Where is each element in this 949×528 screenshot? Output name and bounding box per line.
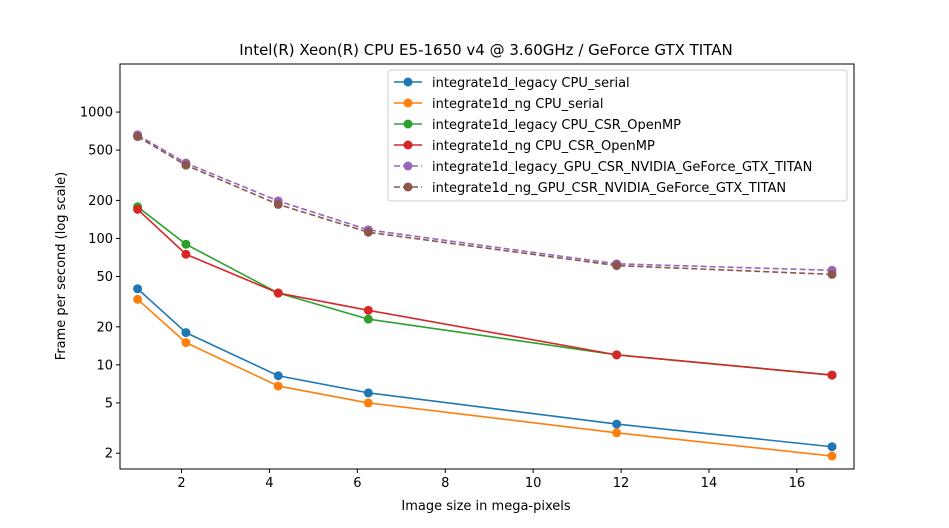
series-line xyxy=(138,289,832,447)
legend-label: integrate1d_legacy CPU_CSR_OpenMP xyxy=(432,118,681,133)
y-tick-label: 2 xyxy=(105,447,113,462)
series-line xyxy=(138,209,832,375)
data-point xyxy=(274,200,283,209)
legend-item: integrate1d_ng CPU_CSR_OpenMP xyxy=(394,139,655,154)
legend-swatch-marker xyxy=(404,141,413,150)
data-point xyxy=(612,428,621,437)
legend-item: integrate1d_legacy_GPU_CSR_NVIDIA_GeForc… xyxy=(394,160,812,175)
data-point xyxy=(274,382,283,391)
legend-label: integrate1d_ng CPU_serial xyxy=(432,97,604,112)
data-point xyxy=(612,350,621,359)
legend-label: integrate1d_ng CPU_CSR_OpenMP xyxy=(432,139,655,154)
series-line xyxy=(138,299,832,456)
legend-swatch-marker xyxy=(404,162,413,171)
series-line xyxy=(138,207,832,375)
data-point xyxy=(828,270,837,279)
data-point xyxy=(274,289,283,298)
chart-title: Intel(R) Xeon(R) CPU E5-1650 v4 @ 3.60GH… xyxy=(239,41,732,59)
data-point xyxy=(133,205,142,214)
legend-label: integrate1d_legacy CPU_serial xyxy=(432,76,630,91)
x-tick-label: 12 xyxy=(613,476,630,491)
legend-label: integrate1d_legacy_GPU_CSR_NVIDIA_GeForc… xyxy=(432,160,812,175)
data-point xyxy=(274,371,283,380)
x-tick-label: 6 xyxy=(353,476,361,491)
data-point xyxy=(133,295,142,304)
legend-label: integrate1d_ng_GPU_CSR_NVIDIA_GeForce_GT… xyxy=(432,181,786,196)
data-point xyxy=(181,161,190,170)
data-point xyxy=(828,371,837,380)
data-point xyxy=(828,452,837,461)
x-tick-label: 8 xyxy=(441,476,449,491)
x-tick-label: 16 xyxy=(789,476,806,491)
y-axis: 2 5 10 20 50 100 200 500 1000 xyxy=(80,106,120,462)
x-tick-label: 14 xyxy=(701,476,718,491)
y-tick-label: 20 xyxy=(96,320,113,335)
data-point xyxy=(133,284,142,293)
y-tick-label: 500 xyxy=(88,144,113,159)
data-point xyxy=(612,420,621,429)
data-point xyxy=(181,328,190,337)
x-tick-label: 10 xyxy=(525,476,542,491)
legend-swatch-marker xyxy=(404,99,413,108)
data-point xyxy=(364,306,373,315)
data-point xyxy=(133,132,142,141)
legend-item: integrate1d_legacy CPU_CSR_OpenMP xyxy=(394,118,681,133)
data-point xyxy=(612,261,621,270)
y-tick-label: 1000 xyxy=(80,106,113,121)
legend-item: integrate1d_ng_GPU_CSR_NVIDIA_GeForce_GT… xyxy=(394,181,786,196)
legend-swatch-marker xyxy=(404,78,413,87)
y-axis-label: Frame per second (log scale) xyxy=(54,172,69,360)
data-point xyxy=(364,398,373,407)
series-3 xyxy=(133,202,836,379)
data-point xyxy=(364,228,373,237)
y-tick-label: 10 xyxy=(96,358,113,373)
series-4 xyxy=(133,205,836,380)
x-axis-label: Image size in mega-pixels xyxy=(401,499,571,514)
data-point xyxy=(181,240,190,249)
x-tick-label: 2 xyxy=(177,476,185,491)
legend: integrate1d_legacy CPU_serial integrate1d… xyxy=(388,70,847,201)
y-tick-label: 100 xyxy=(88,232,113,247)
legend-swatch-marker xyxy=(404,120,413,129)
data-point xyxy=(181,250,190,259)
y-tick-label: 5 xyxy=(105,396,113,411)
x-axis: 2 4 6 8 10 12 14 16 xyxy=(177,469,805,491)
legend-swatch-marker xyxy=(404,183,413,192)
data-point xyxy=(828,442,837,451)
data-point xyxy=(181,338,190,347)
data-point xyxy=(364,315,373,324)
data-point xyxy=(364,388,373,397)
y-tick-label: 50 xyxy=(96,270,113,285)
y-tick-label: 200 xyxy=(88,194,113,209)
x-tick-label: 4 xyxy=(265,476,273,491)
